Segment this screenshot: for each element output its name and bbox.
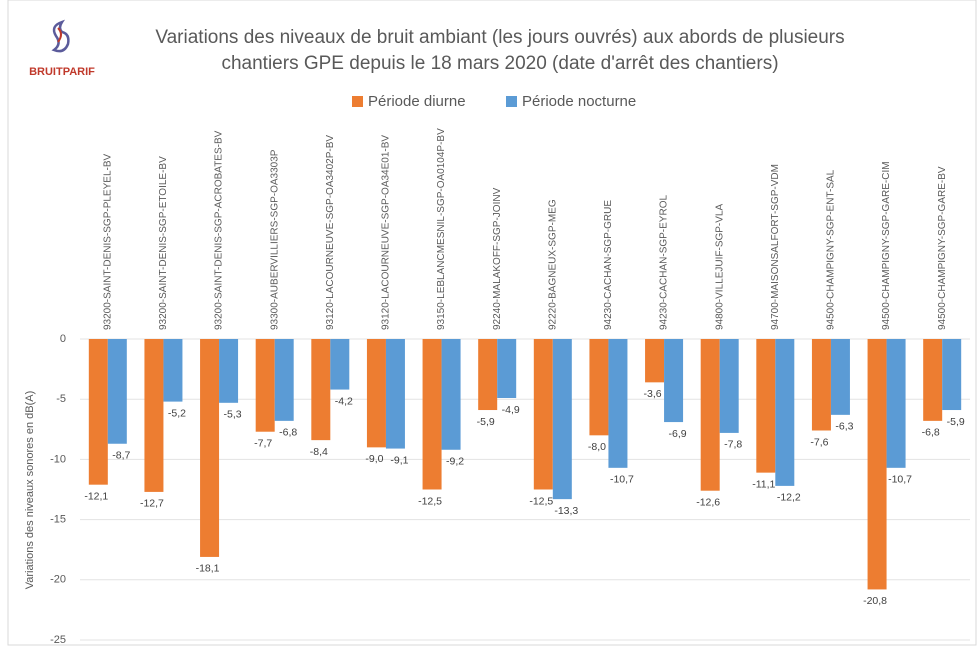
value-label: -7,6 xyxy=(810,436,828,448)
y-tick-label: -25 xyxy=(50,634,66,646)
bar xyxy=(756,339,776,473)
value-label: -9,1 xyxy=(390,454,408,466)
value-label: -4,9 xyxy=(502,404,520,416)
x-tick-label: 93200-SAINT-DENIS-SGP-ACROBATES-BV xyxy=(214,130,225,330)
y-tick-label: -10 xyxy=(50,453,66,465)
x-tick-label: 94230-CACHAN-SGP-EYROL xyxy=(659,195,670,330)
value-label: -7,7 xyxy=(254,437,272,449)
value-label: -9,0 xyxy=(365,453,383,465)
value-label: -18,1 xyxy=(196,563,220,575)
bar xyxy=(311,339,331,441)
bar xyxy=(255,339,275,432)
bar xyxy=(385,339,405,449)
bar xyxy=(664,339,684,423)
value-label: -4,2 xyxy=(335,395,353,407)
bar xyxy=(441,339,461,450)
value-label: -7,8 xyxy=(724,439,742,451)
value-label: -5,3 xyxy=(224,409,242,421)
value-label: -6,8 xyxy=(279,427,297,439)
bar xyxy=(144,339,164,492)
y-tick-label: 0 xyxy=(60,333,66,345)
value-label: -8,0 xyxy=(588,441,606,453)
value-label: -6,9 xyxy=(669,428,687,440)
chart-title: Variations des niveaux de bruit ambiant … xyxy=(155,27,844,48)
value-label: -20,8 xyxy=(863,595,887,607)
bar xyxy=(867,339,887,590)
bar xyxy=(88,339,108,485)
bar xyxy=(497,339,517,398)
bar xyxy=(163,339,183,402)
x-tick-label: 94500-CHAMPIGNY-SGP-GARE-CIM xyxy=(881,161,892,330)
bar xyxy=(589,339,609,436)
value-label: -5,9 xyxy=(947,416,965,428)
bar xyxy=(107,339,127,444)
bar xyxy=(330,339,350,390)
value-label: -12,6 xyxy=(696,496,720,508)
value-label: -13,3 xyxy=(554,505,578,517)
logo-text: BRUITPARIF xyxy=(29,66,95,78)
x-tick-label: 93300-AUBERVILLIERS-SGP-OA3303P xyxy=(269,149,280,330)
bar xyxy=(552,339,572,500)
bar xyxy=(366,339,386,448)
bar xyxy=(219,339,239,403)
value-label: -6,3 xyxy=(835,421,853,433)
legend-swatch xyxy=(352,96,363,107)
x-tick-label: 94800-VILLEJUIF-SGP-VLA xyxy=(714,204,725,330)
value-label: -9,2 xyxy=(446,456,464,468)
bar xyxy=(923,339,943,421)
value-label: -10,7 xyxy=(610,474,634,486)
chart-title: chantiers GPE depuis le 18 mars 2020 (da… xyxy=(221,53,778,74)
y-tick-label: -20 xyxy=(50,574,66,586)
chart-frame xyxy=(7,0,977,646)
bar xyxy=(700,339,720,491)
value-label: -6,8 xyxy=(922,427,940,439)
value-label: -12,2 xyxy=(777,492,801,504)
y-axis-label: Variations des niveaux sonores en dB(A) xyxy=(24,391,36,590)
x-tick-label: 94700-MAISONSALFORT-SGP-VDM xyxy=(770,164,781,330)
bar xyxy=(608,339,628,468)
y-tick-label: -5 xyxy=(56,393,66,405)
x-tick-label: 93150-LEBLANCMESNIL-SGP-OA0104P-BV xyxy=(436,128,447,330)
bar xyxy=(645,339,665,383)
value-label: -12,5 xyxy=(418,495,442,507)
bar xyxy=(719,339,739,433)
bar xyxy=(200,339,220,557)
x-tick-label: 94230-CACHAN-SGP-GRUE xyxy=(603,200,614,330)
legend-swatch xyxy=(506,96,517,107)
x-tick-label: 93200-SAINT-DENIS-SGP-PLEYEL-BV xyxy=(102,153,113,330)
logo: BRUITPARIF xyxy=(29,19,95,78)
value-label: -8,4 xyxy=(310,446,328,458)
x-tick-label: 92220-BAGNEUX-SGP-MEG xyxy=(547,199,558,330)
x-tick-label: 94500-CHAMPIGNY-SGP-ENT-SAL xyxy=(826,169,837,330)
bar xyxy=(811,339,831,431)
bar xyxy=(533,339,553,490)
x-tick-label: 94500-CHAMPIGNY-SGP-GARE-BV xyxy=(937,166,948,330)
bar xyxy=(422,339,442,490)
x-tick-label: 93120-LACOURNEUVE-SGP-OA34E01-BV xyxy=(381,135,392,330)
bar xyxy=(942,339,962,411)
value-label: -11,1 xyxy=(752,478,775,490)
legend-label: Période nocturne xyxy=(522,93,636,110)
x-tick-label: 93200-SAINT-DENIS-SGP-ETOILE-BV xyxy=(158,156,169,330)
bar xyxy=(830,339,850,415)
value-label: -5,2 xyxy=(168,407,186,419)
value-label: -10,7 xyxy=(888,474,912,486)
x-tick-label: 93120-LACOURNEUVE-SGP-OA3402P-BV xyxy=(325,135,336,330)
y-tick-label: -15 xyxy=(50,514,66,526)
bar xyxy=(775,339,795,486)
value-label: -3,6 xyxy=(644,388,662,400)
bar xyxy=(478,339,498,411)
legend-label: Période diurne xyxy=(368,93,466,110)
value-label: -8,7 xyxy=(112,450,130,462)
value-label: -12,7 xyxy=(140,498,164,510)
logo-icon xyxy=(57,27,62,43)
value-label: -12,5 xyxy=(529,495,553,507)
value-label: -12,1 xyxy=(84,490,108,502)
x-tick-label: 92240-MALAKOFF-SGP-JOINV xyxy=(492,187,503,330)
bar xyxy=(886,339,906,468)
bar xyxy=(274,339,294,421)
value-label: -5,9 xyxy=(477,416,495,428)
